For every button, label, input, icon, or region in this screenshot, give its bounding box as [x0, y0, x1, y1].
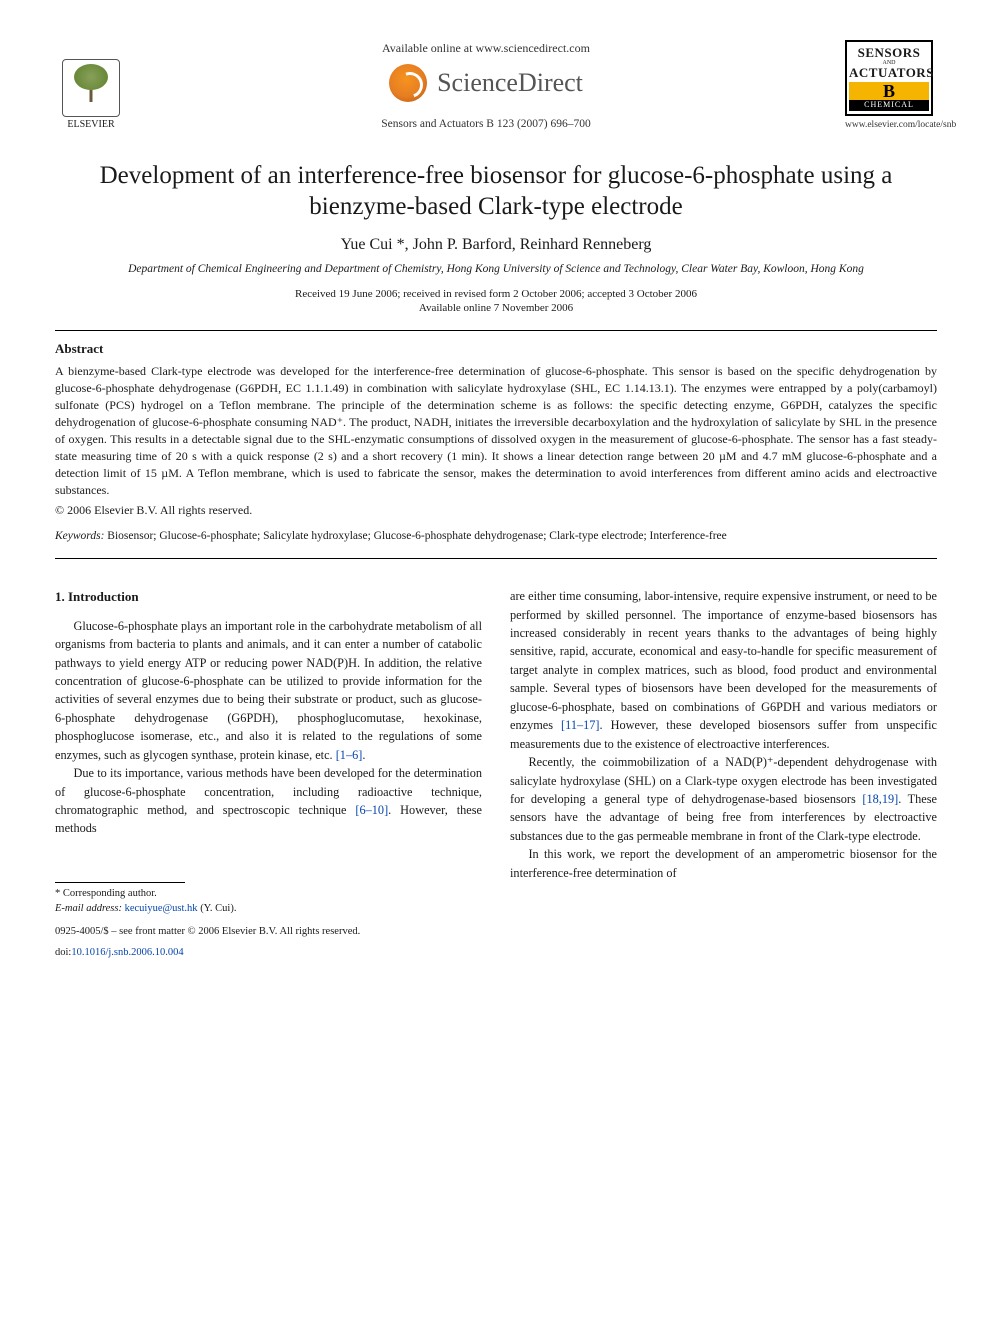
article-title: Development of an interference-free bios…: [95, 160, 897, 223]
abstract-heading: Abstract: [55, 341, 937, 357]
email-link[interactable]: kecuiyue@ust.hk: [125, 903, 198, 914]
ref-link-1-6[interactable]: [1–6]: [336, 748, 363, 762]
ref-link-11-17[interactable]: [11–17]: [561, 718, 599, 732]
sciencedirect-text: ScienceDirect: [437, 68, 583, 98]
intro-p3a-text: are either time consuming, labor-intensi…: [510, 589, 937, 732]
available-online-text: Available online at www.sciencedirect.co…: [127, 41, 845, 56]
copyright-line: © 2006 Elsevier B.V. All rights reserved…: [55, 503, 937, 518]
rule-above-abstract: [55, 330, 937, 331]
footnote-rule: [55, 882, 185, 883]
body-columns: 1. Introduction Glucose-6-phosphate play…: [55, 587, 937, 916]
journal-box-chem: CHEMICAL: [849, 100, 929, 110]
intro-p1-text: Glucose-6-phosphate plays an important r…: [55, 619, 482, 762]
received-dates: Received 19 June 2006; received in revis…: [55, 288, 937, 300]
column-left: 1. Introduction Glucose-6-phosphate play…: [55, 587, 482, 916]
keywords-label: Keywords:: [55, 530, 104, 542]
affiliation: Department of Chemical Engineering and D…: [55, 262, 937, 278]
footnote-block: * Corresponding author. E-mail address: …: [55, 882, 482, 916]
rule-below-keywords: [55, 558, 937, 559]
front-matter-line: 0925-4005/$ – see front matter © 2006 El…: [55, 926, 937, 937]
online-date: Available online 7 November 2006: [55, 302, 937, 314]
doi-label: doi:: [55, 947, 71, 958]
email-label: E-mail address:: [55, 903, 122, 914]
journal-reference: Sensors and Actuators B 123 (2007) 696–7…: [127, 118, 845, 130]
ref-link-6-10[interactable]: [6–10]: [355, 803, 388, 817]
keywords: Keywords: Biosensor; Glucose-6-phosphate…: [55, 530, 937, 542]
intro-para-3: are either time consuming, labor-intensi…: [510, 587, 937, 753]
corresponding-author: * Corresponding author.: [55, 887, 482, 902]
intro-p5-text: In this work, we report the development …: [510, 847, 937, 879]
header: ELSEVIER Available online at www.science…: [55, 40, 937, 130]
authors: Yue Cui *, John P. Barford, Reinhard Ren…: [55, 236, 937, 254]
authors-line: Yue Cui *, John P. Barford, Reinhard Ren…: [341, 236, 652, 253]
doi-line: doi:10.1016/j.snb.2006.10.004: [55, 947, 937, 958]
intro-para-5: In this work, we report the development …: [510, 845, 937, 882]
email-suffix: (Y. Cui).: [198, 903, 237, 914]
intro-para-1: Glucose-6-phosphate plays an important r…: [55, 617, 482, 765]
keywords-list: Biosensor; Glucose-6-phosphate; Salicyla…: [107, 530, 727, 542]
journal-box-line1: SENSORS: [849, 46, 929, 60]
abstract-body: A bienzyme-based Clark-type electrode wa…: [55, 363, 937, 499]
doi-link[interactable]: 10.1016/j.snb.2006.10.004: [71, 947, 183, 958]
intro-para-2: Due to its importance, various methods h…: [55, 764, 482, 838]
publisher-name: ELSEVIER: [67, 119, 114, 130]
journal-logo: SENSORS AND ACTUATORS B CHEMICAL www.els…: [845, 40, 937, 130]
column-right: are either time consuming, labor-intensi…: [510, 587, 937, 916]
journal-url: www.elsevier.com/locate/snb: [845, 120, 937, 130]
header-center: Available online at www.sciencedirect.co…: [127, 41, 845, 130]
intro-para-4: Recently, the coimmobilization of a NAD(…: [510, 753, 937, 845]
email-line: E-mail address: kecuiyue@ust.hk (Y. Cui)…: [55, 902, 482, 917]
elsevier-tree-icon: [62, 59, 120, 117]
journal-box-letter: B: [849, 82, 929, 101]
journal-box: SENSORS AND ACTUATORS B CHEMICAL: [845, 40, 933, 116]
sciencedirect-swirl-icon: [389, 64, 427, 102]
ref-link-18-19[interactable]: [18,19]: [862, 792, 898, 806]
section-heading-intro: 1. Introduction: [55, 587, 482, 607]
publisher-logo: ELSEVIER: [55, 50, 127, 130]
journal-box-line2: ACTUATORS: [849, 66, 929, 80]
sciencedirect-logo: ScienceDirect: [389, 64, 583, 102]
